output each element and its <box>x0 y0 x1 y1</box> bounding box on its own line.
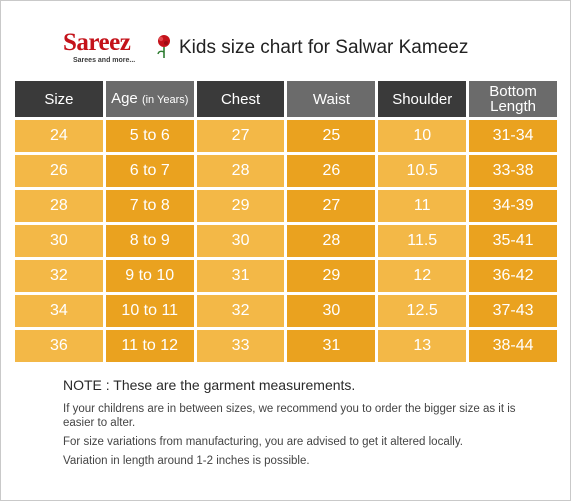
cell-size: 28 <box>15 190 103 222</box>
brand-name: Sareez <box>63 29 131 56</box>
header-waist: Waist <box>287 81 376 117</box>
cell-shoulder: 11 <box>378 190 467 222</box>
cell-age: 8 to 9 <box>105 225 194 257</box>
size-table: Size Age (in Years) Chest Waist Shoulder… <box>12 78 560 365</box>
cell-bottom-length: 37-43 <box>469 295 557 327</box>
cell-size: 32 <box>15 260 103 292</box>
cell-chest: 29 <box>196 190 285 222</box>
cell-shoulder: 12 <box>378 260 467 292</box>
table-row: 26 6 to 7 28 26 10.5 33-38 <box>15 155 557 187</box>
cell-age: 5 to 6 <box>105 120 194 152</box>
cell-waist: 31 <box>287 330 376 362</box>
cell-waist: 28 <box>287 225 376 257</box>
header-age: Age (in Years) <box>105 81 194 117</box>
cell-shoulder: 10 <box>378 120 467 152</box>
note-line: If your childrens are in between sizes, … <box>63 403 516 429</box>
header-chest: Chest <box>196 81 285 117</box>
header: Sareez Sarees and more... Kids size char… <box>63 29 543 71</box>
flower-emblem-icon <box>157 35 170 58</box>
cell-chest: 28 <box>196 155 285 187</box>
cell-bottom-length: 38-44 <box>469 330 557 362</box>
cell-size: 34 <box>15 295 103 327</box>
cell-chest: 27 <box>196 120 285 152</box>
cell-chest: 31 <box>196 260 285 292</box>
brand-tagline: Sarees and more... <box>73 57 136 64</box>
cell-waist: 27 <box>287 190 376 222</box>
table-row: 34 10 to 11 32 30 12.5 37-43 <box>15 295 557 327</box>
table-row: 28 7 to 8 29 27 11 34-39 <box>15 190 557 222</box>
cell-chest: 33 <box>196 330 285 362</box>
cell-bottom-length: 31-34 <box>469 120 557 152</box>
cell-waist: 26 <box>287 155 376 187</box>
page-title: Kids size chart for Salwar Kameez <box>179 37 469 58</box>
cell-size: 24 <box>15 120 103 152</box>
cell-bottom-length: 34-39 <box>469 190 557 222</box>
cell-size: 30 <box>15 225 103 257</box>
cell-shoulder: 13 <box>378 330 467 362</box>
table-row: 30 8 to 9 30 28 11.5 35-41 <box>15 225 557 257</box>
note-title: NOTE : These are the garment measurement… <box>63 377 356 393</box>
cell-waist: 29 <box>287 260 376 292</box>
header-bottom-length: Bottom Length <box>469 81 557 117</box>
cell-age: 9 to 10 <box>105 260 194 292</box>
cell-waist: 25 <box>287 120 376 152</box>
cell-shoulder: 11.5 <box>378 225 467 257</box>
header-size: Size <box>15 81 103 117</box>
cell-age: 11 to 12 <box>105 330 194 362</box>
cell-chest: 30 <box>196 225 285 257</box>
cell-bottom-length: 33-38 <box>469 155 557 187</box>
table-row: 24 5 to 6 27 25 10 31-34 <box>15 120 557 152</box>
notes-section: NOTE : These are the garment measurement… <box>63 377 543 473</box>
cell-age: 7 to 8 <box>105 190 194 222</box>
note-line: For size variations from manufacturing, … <box>63 436 463 448</box>
cell-shoulder: 12.5 <box>378 295 467 327</box>
table-row: 32 9 to 10 31 29 12 36-42 <box>15 260 557 292</box>
cell-size: 36 <box>15 330 103 362</box>
table-row: 36 11 to 12 33 31 13 38-44 <box>15 330 557 362</box>
note-line: Variation in length around 1-2 inches is… <box>63 455 310 467</box>
cell-bottom-length: 36-42 <box>469 260 557 292</box>
cell-age: 10 to 11 <box>105 295 194 327</box>
table-header-row: Size Age (in Years) Chest Waist Shoulder… <box>15 81 557 117</box>
cell-age: 6 to 7 <box>105 155 194 187</box>
cell-waist: 30 <box>287 295 376 327</box>
brand-logo: Sareez Sarees and more... <box>63 29 173 71</box>
cell-shoulder: 10.5 <box>378 155 467 187</box>
cell-size: 26 <box>15 155 103 187</box>
cell-bottom-length: 35-41 <box>469 225 557 257</box>
cell-chest: 32 <box>196 295 285 327</box>
header-shoulder: Shoulder <box>378 81 467 117</box>
